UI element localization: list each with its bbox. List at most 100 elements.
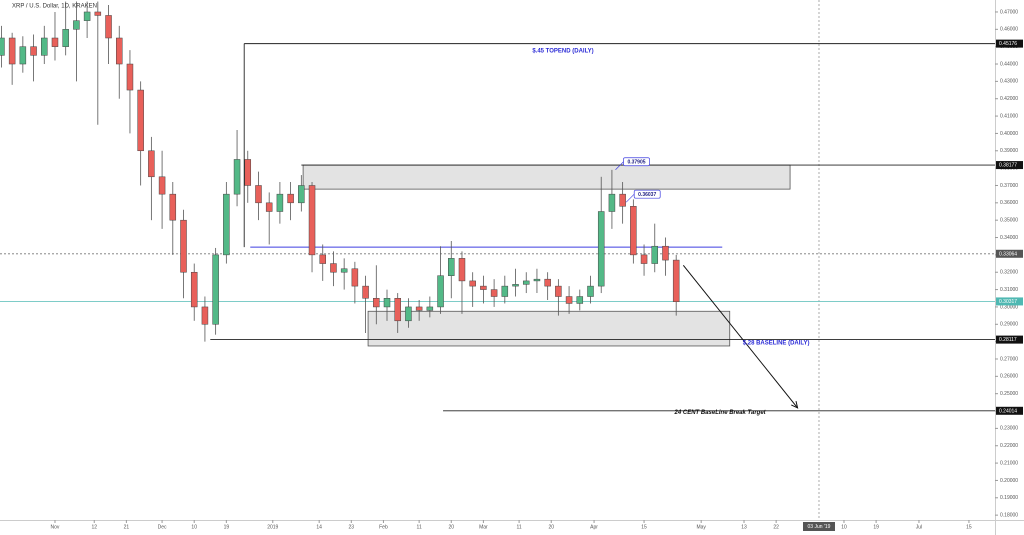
candle-body — [62, 29, 69, 47]
y-tick-label: 0.42000 — [1000, 96, 1018, 102]
candle-body — [587, 285, 594, 297]
y-tick-label: 0.22000 — [1000, 443, 1018, 449]
y-tick-label: 0.26000 — [1000, 374, 1018, 380]
callout-leader — [615, 161, 624, 171]
x-tick-label: 11 — [417, 524, 422, 530]
candle-body — [308, 185, 316, 256]
zone — [367, 310, 731, 347]
candle-body — [94, 11, 102, 16]
y-tick-label: 0.30000 — [1000, 304, 1018, 310]
candle-body — [83, 11, 91, 21]
x-tick-label: Feb — [379, 524, 388, 530]
candle-body — [405, 306, 412, 322]
y-tick-label: 0.36000 — [1000, 200, 1018, 206]
y-tick-label: 0.44000 — [1000, 61, 1018, 67]
x-tick-label: 10 — [191, 524, 197, 530]
level-label: 0.45176 — [999, 41, 1017, 47]
candle-body — [672, 259, 680, 302]
callout-label: 0.37905 — [627, 159, 645, 165]
x-tick-label: Mar — [479, 524, 488, 530]
y-tick-label: 0.25000 — [1000, 391, 1018, 397]
callout-leader — [625, 193, 635, 203]
x-tick-label: 19 — [224, 524, 230, 530]
annotation: $.28 BASELINE (DAILY) — [743, 341, 810, 347]
candle-body — [608, 193, 616, 212]
candle-body — [158, 176, 166, 195]
arrow — [682, 264, 798, 409]
x-tick-label: 20 — [548, 524, 554, 530]
x-tick-label: 19 — [873, 524, 879, 530]
x-tick-label: Dec — [158, 524, 167, 530]
candle-body — [201, 306, 209, 325]
x-tick-label: 15 — [641, 524, 647, 530]
x-tick-label: 12 — [91, 524, 97, 530]
x-tick-label: 23 — [349, 524, 355, 530]
y-tick-label: 0.39000 — [1000, 148, 1018, 154]
y-tick-label: 0.21000 — [1000, 460, 1018, 466]
x-tick-label: 14 — [316, 524, 322, 530]
candle-body — [469, 280, 476, 287]
candle-body — [458, 258, 466, 282]
x-tick-label: 15 — [966, 524, 972, 530]
candle-body — [619, 193, 626, 207]
x-tick-label: 2019 — [267, 524, 278, 530]
candle-body — [480, 285, 487, 290]
level-label-box — [996, 297, 1023, 306]
x-tick-label: 22 — [773, 524, 779, 530]
candle-body — [126, 63, 134, 91]
candle-body — [383, 298, 391, 308]
candle-body — [640, 254, 648, 264]
x-tick-label: 10 — [841, 524, 847, 530]
candle-body — [512, 284, 519, 287]
candle-body — [362, 285, 369, 299]
candle-body — [490, 289, 498, 297]
candle-body — [501, 285, 509, 297]
candle-body — [340, 268, 348, 273]
level-label-box — [996, 39, 1023, 48]
level-label: 0.33064 — [999, 251, 1017, 257]
annotation: $.45 TOPEND (DAILY) — [532, 49, 593, 55]
candle-body — [137, 89, 144, 152]
candle-body — [233, 159, 241, 195]
level-label: 0.38177 — [999, 163, 1017, 169]
crosshair-label-box — [802, 522, 835, 531]
candle-body — [533, 278, 541, 282]
candle-body — [319, 254, 326, 264]
candle-body — [255, 185, 262, 204]
zone — [302, 164, 791, 190]
candle-body — [51, 37, 59, 47]
candle-body — [115, 37, 123, 65]
level-label-box — [996, 249, 1023, 258]
candle-body — [630, 206, 637, 256]
y-tick-label: 0.43000 — [1000, 79, 1018, 85]
y-tick-label: 0.29000 — [1000, 322, 1018, 328]
candle-body — [8, 37, 16, 65]
chart-title: XRP / U.S. Dollar, 1D, KRAKEN — [12, 4, 97, 10]
y-tick-label: 0.34000 — [1000, 235, 1018, 241]
level-label-box — [996, 161, 1023, 170]
y-tick-label: 0.37000 — [1000, 183, 1018, 189]
y-tick-label: 0.19000 — [1000, 495, 1018, 501]
candle-body — [565, 296, 573, 304]
candle-body — [19, 46, 27, 65]
arrow-head — [791, 400, 799, 409]
candle-body — [651, 245, 659, 264]
level-label: 0.28117 — [999, 337, 1017, 343]
candle-body — [287, 193, 294, 204]
annotation: 24 CENT BaseLine Break Target — [674, 410, 767, 416]
candle-body — [373, 298, 380, 308]
candle-body — [190, 271, 198, 308]
x-tick-label: 20 — [448, 524, 454, 530]
candle-body — [522, 280, 530, 285]
candle-body — [597, 211, 605, 287]
candle-body — [426, 306, 434, 311]
callout-box — [633, 189, 661, 199]
x-tick-label: Jul — [916, 524, 922, 530]
candle-body — [394, 298, 401, 322]
level-label-box — [996, 406, 1023, 415]
candle-body — [244, 159, 252, 186]
candle-body — [105, 15, 112, 39]
candle-body — [73, 20, 80, 30]
y-tick-label: 0.31000 — [1000, 287, 1018, 293]
